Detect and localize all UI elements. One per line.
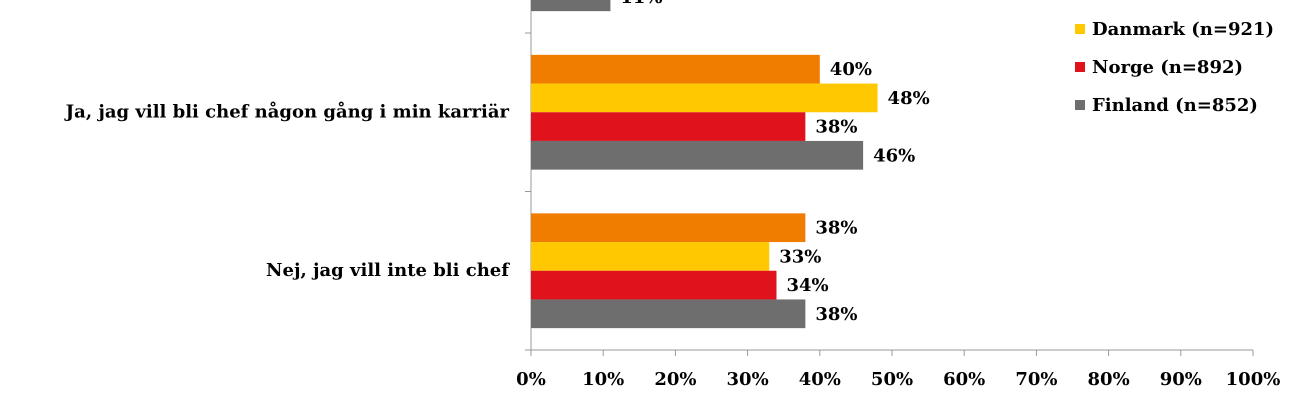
category-label: Nej, jag vill inte bli chef — [266, 260, 510, 281]
value-label: 38% — [815, 304, 857, 325]
x-tick-label: 10% — [582, 369, 624, 390]
bar — [531, 242, 770, 271]
legend-label: Norge (n=892) — [1092, 57, 1243, 78]
legend-swatch — [1075, 62, 1085, 72]
x-tick-label: 100% — [1226, 369, 1281, 390]
bar — [531, 270, 777, 300]
legend-swatch — [1075, 24, 1085, 34]
legend-label: Finland (n=852) — [1092, 95, 1258, 116]
value-label: 40% — [830, 59, 872, 80]
value-label: 33% — [779, 246, 821, 267]
bar — [531, 54, 820, 84]
bar — [531, 83, 878, 113]
value-label: 48% — [888, 88, 930, 109]
bar — [531, 213, 806, 243]
value-label: 11% — [620, 0, 662, 8]
x-tick-label: 60% — [943, 369, 985, 390]
value-label: 38% — [815, 218, 857, 239]
x-tick-label: 50% — [871, 369, 913, 390]
x-tick-label: 40% — [799, 369, 841, 390]
legend-swatch — [1075, 100, 1085, 110]
value-label: 34% — [786, 275, 828, 296]
x-tick-label: 90% — [1160, 369, 1202, 390]
legend-label: Danmark (n=921) — [1092, 19, 1274, 40]
x-tick-label: 70% — [1015, 369, 1057, 390]
bar — [531, 140, 864, 170]
bar — [531, 299, 806, 329]
x-tick-label: 30% — [727, 369, 769, 390]
x-tick-label: 20% — [654, 369, 696, 390]
value-label: 46% — [873, 145, 915, 166]
x-tick-label: 0% — [516, 369, 546, 390]
category-label: Ja, jag vill bli chef någon gång i min k… — [64, 99, 510, 122]
x-tick-label: 80% — [1088, 369, 1130, 390]
bar — [531, 112, 806, 141]
bar — [531, 0, 611, 12]
value-label: 38% — [815, 117, 857, 138]
